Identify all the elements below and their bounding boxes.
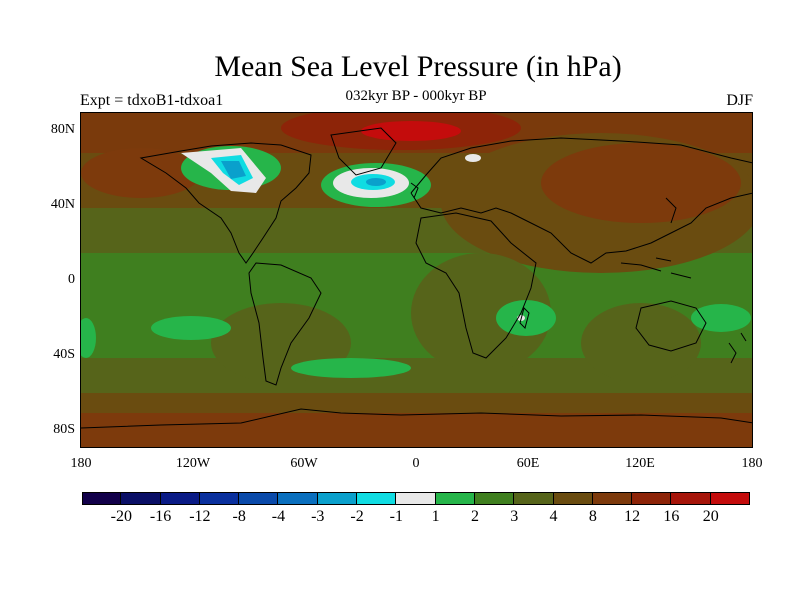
japan-coast	[665, 197, 677, 224]
new-zealand-coast	[728, 332, 747, 364]
west-edge-low	[81, 318, 96, 358]
antarctica-coast	[81, 408, 752, 429]
colorbar-swatch	[396, 492, 436, 504]
greenland-coast	[330, 127, 397, 176]
x-tick-label: 0	[412, 456, 420, 471]
x-tick-label: 120W	[175, 456, 211, 471]
colorbar-tick-label: -2	[350, 508, 364, 525]
band-antarctic	[81, 413, 752, 447]
pacific-north-high	[81, 148, 201, 198]
colorbar-tick-label: -3	[311, 508, 325, 525]
y-tick-label: 40N	[50, 197, 75, 212]
australia-coast	[635, 300, 707, 352]
arctic-peak	[361, 121, 461, 141]
colorbar-tick-label: 20	[702, 508, 719, 525]
colorbar-swatch	[317, 492, 358, 504]
colorbar-swatch	[671, 492, 711, 504]
colorbar-swatch	[474, 492, 515, 504]
coastlines	[81, 127, 752, 429]
y-tick-label: 80S	[53, 422, 75, 437]
southwest-pacific-low	[691, 304, 751, 332]
period-label: 032kyr BP - 000kyr BP	[345, 88, 487, 104]
pacific-low	[151, 316, 231, 340]
colorbar-tick-label: -12	[189, 508, 211, 525]
x-tick-label: 60W	[290, 456, 318, 471]
laurentide-core	[221, 161, 246, 179]
colorbar-swatch	[632, 492, 672, 504]
map-svg	[81, 113, 752, 447]
indonesia-coast	[620, 257, 692, 279]
colorbar-swatch	[357, 492, 397, 504]
north-america-coast	[139, 142, 312, 264]
y-tick-label: 80N	[50, 122, 75, 137]
colorbar-tick-label: -16	[149, 508, 172, 525]
y-tick-label: 40S	[53, 347, 75, 362]
colorbar-tick-label: 16	[663, 508, 680, 525]
x-tick-label: 180	[70, 456, 92, 471]
colorbar-tick-label: 4	[549, 508, 558, 525]
colorbar-frame	[82, 492, 750, 505]
experiment-label: Expt = tdxoB1-tdxoa1	[80, 92, 224, 109]
pressure-map	[80, 112, 753, 448]
colorbar-swatch	[82, 492, 122, 504]
colorbar-tick-label: -1	[389, 508, 404, 525]
colorbar-swatch	[239, 492, 279, 504]
x-tick-label: 60E	[516, 456, 540, 471]
season-label: DJF	[726, 92, 753, 109]
colorbar-tick-label: -20	[110, 508, 132, 525]
colorbar-swatch	[160, 492, 200, 504]
colorbar-tick-label: 12	[624, 508, 641, 525]
colorbar-swatch	[592, 492, 633, 504]
colorbar-tick-label: 1	[431, 508, 440, 525]
colorbar-swatch	[514, 492, 554, 504]
y-tick-label: 0	[68, 272, 75, 287]
indian-ocean-low	[496, 300, 556, 336]
x-tick-label: 120E	[625, 456, 655, 471]
south-america-coast	[248, 262, 322, 386]
colorbar-swatch	[553, 492, 593, 504]
colorbar-tick-label: -8	[232, 508, 246, 525]
colorbar-tick-label: -4	[271, 508, 286, 525]
chart-title: Mean Sea Level Pressure (in hPa)	[214, 50, 622, 83]
colorbar-swatch	[121, 492, 161, 504]
colorbar-tick-label: 8	[588, 508, 597, 525]
x-tick-label: 180	[741, 456, 763, 471]
colorbar-tick-label: 2	[470, 508, 479, 525]
africa-zone	[411, 253, 551, 373]
australia-zone	[581, 303, 701, 383]
colorbar-swatch	[278, 492, 318, 504]
africa-coast	[415, 212, 537, 359]
colorbar-swatch	[435, 492, 475, 504]
madagascar-coast	[519, 307, 530, 329]
colorbar-tick-label: 3	[510, 508, 519, 525]
barents-white	[465, 154, 481, 162]
north-atlantic-low-core	[366, 178, 386, 186]
eurasia-coast	[410, 137, 752, 264]
colorbar-swatch	[199, 492, 240, 504]
south-atlantic-low	[291, 358, 411, 378]
uk-coast	[410, 182, 419, 199]
siberia-high	[541, 143, 741, 223]
